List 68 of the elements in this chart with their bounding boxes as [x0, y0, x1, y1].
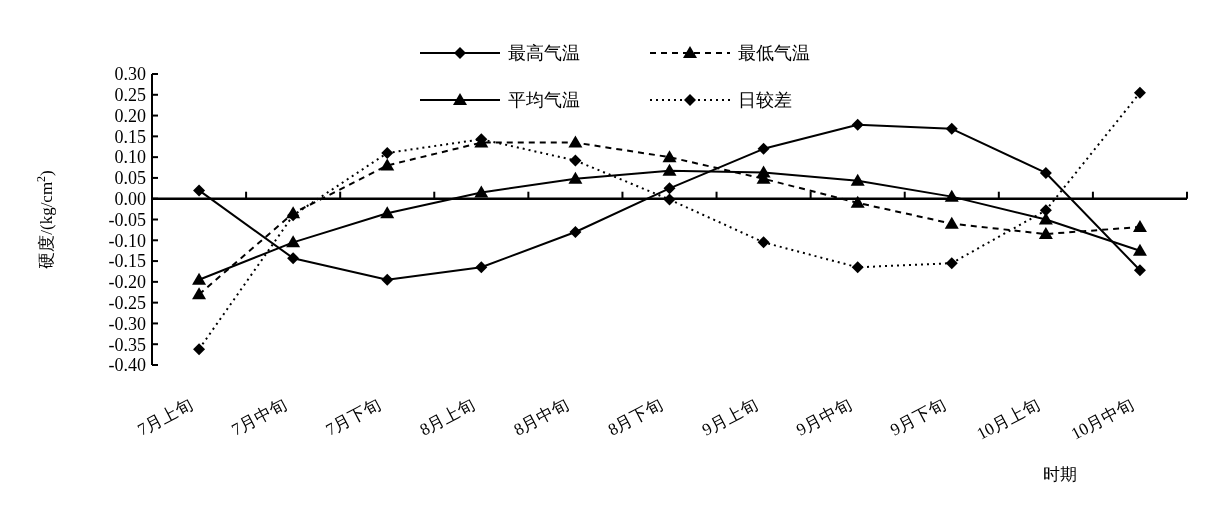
y-tick-label: -0.40: [108, 355, 146, 376]
point: [757, 236, 770, 249]
point: [287, 252, 300, 265]
point: [192, 287, 207, 300]
x-tick-label: 9月上旬: [699, 394, 761, 440]
legend-label: 最低气温: [738, 43, 810, 64]
x-axis-title: 时期: [1043, 465, 1077, 484]
y-tick-label: -0.30: [108, 313, 146, 334]
y-tick-label: 0.25: [114, 85, 146, 106]
point: [286, 235, 301, 248]
point: [850, 195, 865, 208]
point: [662, 163, 677, 176]
legend-label: 最高气温: [508, 43, 580, 64]
y-tick-label: -0.25: [108, 292, 146, 313]
point: [192, 272, 207, 285]
y-tick-label: -0.10: [108, 230, 146, 251]
x-tick-label: 7月下旬: [322, 394, 385, 440]
x-tick-label: 7月中旬: [228, 394, 291, 440]
x-tick-label: 8月中旬: [510, 394, 573, 440]
point: [945, 122, 958, 135]
x-tick-label: 8月上旬: [416, 394, 479, 440]
point: [945, 257, 958, 270]
x-tick-label: 7月上旬: [134, 394, 196, 440]
y-tick-label: 0.05: [114, 168, 146, 189]
point: [569, 225, 582, 238]
point: [474, 185, 489, 198]
point: [662, 150, 677, 163]
x-tick-label: 10月中旬: [1067, 394, 1137, 444]
point: [380, 158, 395, 171]
point: [1133, 86, 1146, 99]
point: [851, 261, 864, 274]
y-tick-label: 0.15: [114, 126, 146, 147]
point: [380, 206, 395, 219]
point: [381, 273, 394, 286]
point: [850, 173, 865, 186]
point: [475, 261, 488, 274]
y-tick-label: 0.00: [114, 189, 146, 210]
y-tick-label: -0.20: [108, 272, 146, 293]
point: [663, 182, 676, 195]
x-tick-label: 10月上旬: [973, 394, 1043, 444]
point: [568, 171, 583, 184]
legend-label: 日较差: [738, 90, 792, 111]
x-tick-label: 9月下旬: [887, 394, 949, 440]
point: [1038, 227, 1053, 240]
point: [757, 142, 770, 155]
point: [851, 118, 864, 131]
point: [944, 189, 959, 202]
point: [1133, 264, 1146, 277]
y-tick-label: 0.30: [114, 64, 146, 85]
legend-label: 平均气温: [508, 90, 580, 111]
y-tick-label: 0.10: [114, 147, 146, 168]
point: [1132, 219, 1147, 232]
y-tick-label: 0.20: [114, 105, 146, 126]
point: [193, 184, 206, 197]
point: [1038, 212, 1053, 225]
point: [1132, 243, 1147, 256]
point: [569, 154, 582, 167]
point: [568, 135, 583, 148]
point: [1039, 166, 1052, 179]
point: [663, 193, 676, 206]
point: [944, 216, 959, 229]
x-tick-label: 9月中旬: [793, 394, 855, 440]
point: [381, 146, 394, 159]
point: [193, 343, 206, 356]
y-tick-label: -0.35: [108, 334, 146, 355]
y-tick-label: -0.15: [108, 251, 146, 272]
y-tick-label: -0.05: [108, 209, 146, 230]
x-tick-label: 8月下旬: [604, 394, 667, 440]
